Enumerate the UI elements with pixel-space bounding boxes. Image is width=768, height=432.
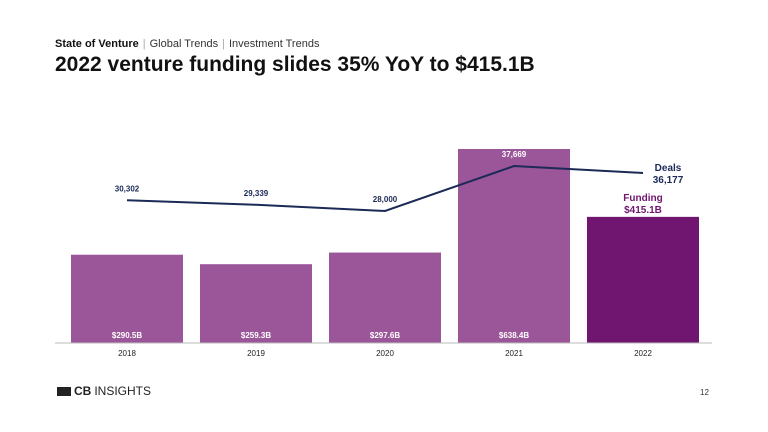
- funding-label: $259.3B: [241, 331, 271, 340]
- page-title: 2022 venture funding slides 35% YoY to $…: [55, 53, 535, 76]
- funding-bar: [71, 254, 183, 343]
- x-tick-label: 2020: [376, 349, 394, 358]
- x-tick-label: 2019: [247, 349, 265, 358]
- deals-line: [126, 165, 644, 213]
- deals-label: 37,669: [502, 150, 527, 159]
- funding-label: $638.4B: [499, 331, 529, 340]
- deals-legend-label: Deals: [655, 163, 682, 174]
- funding-bar: [329, 252, 441, 343]
- funding-label: $297.6B: [370, 331, 400, 340]
- x-tick-label: 2022: [634, 349, 652, 358]
- breadcrumb-item: Investment Trends: [228, 38, 320, 50]
- funding-bar: [200, 264, 312, 343]
- deals-label: 30,302: [115, 184, 140, 193]
- x-tick-label: 2021: [505, 349, 523, 358]
- breadcrumb-item: Global Trends: [149, 38, 219, 50]
- funding-bar: [458, 149, 570, 343]
- funding-label: $415.1B: [624, 205, 662, 216]
- breadcrumb: State of Venture | Global Trends | Investmen…: [55, 38, 320, 50]
- breadcrumb-item: State of Venture: [55, 38, 139, 50]
- page-number: 12: [700, 388, 709, 397]
- deals-label: 36,177: [653, 175, 684, 186]
- deals-label: 28,000: [373, 195, 398, 204]
- funding-bar: [587, 216, 699, 343]
- funding-legend-label: Funding: [623, 193, 662, 204]
- funding-label: $290.5B: [112, 331, 142, 340]
- deals-label: 29,339: [244, 189, 269, 198]
- cb-insights-logo: CB INSIGHTS: [57, 384, 151, 398]
- x-tick-label: 2018: [118, 349, 136, 358]
